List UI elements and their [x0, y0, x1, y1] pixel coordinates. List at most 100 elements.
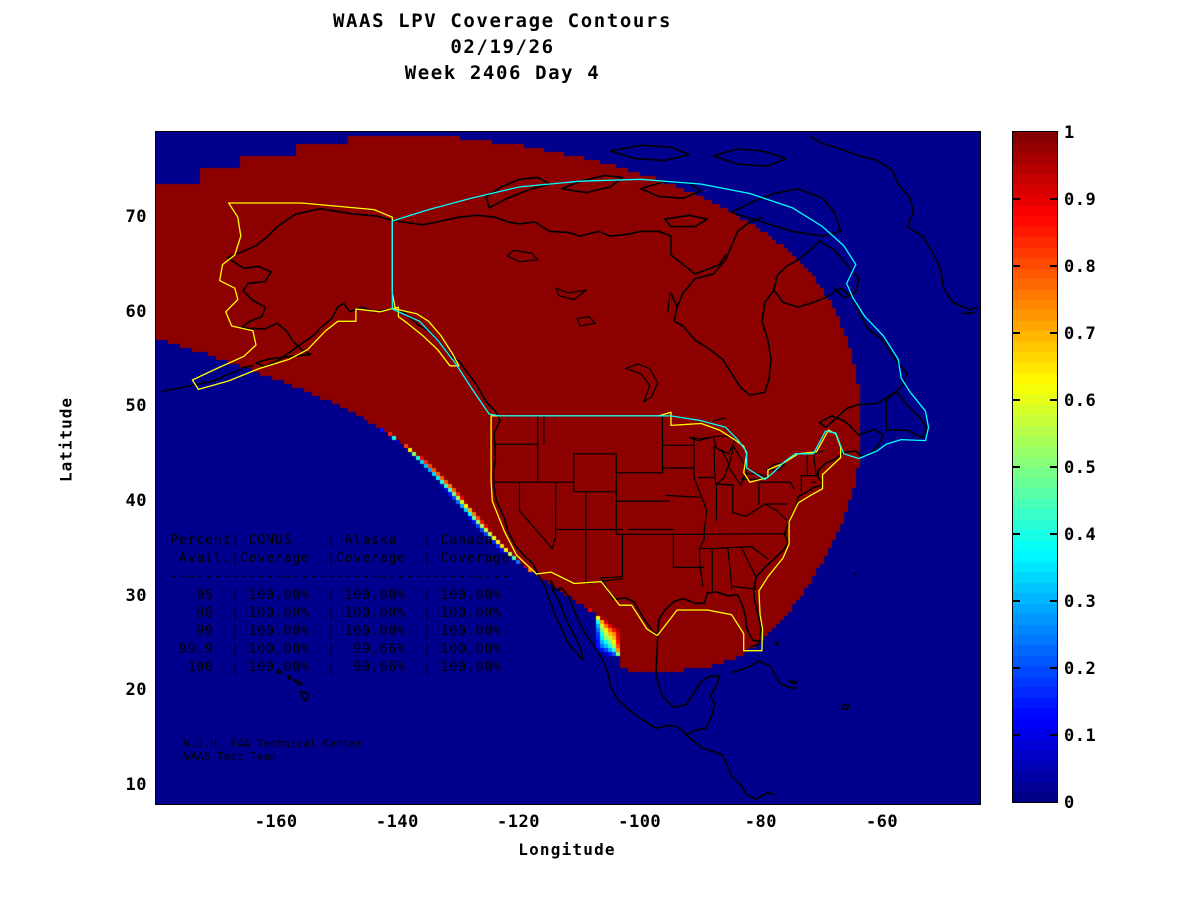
stats-header-2: Avail.|Coverage |Coverage | Coverage [170, 550, 511, 567]
state-boundary [789, 481, 795, 490]
colorbar-tick-label: 0 [1064, 793, 1075, 813]
island-path [774, 641, 779, 646]
coastline-path [961, 312, 975, 315]
island-path [286, 674, 292, 680]
canada-service-volume-boundary [391, 178, 930, 481]
coastline-path [906, 225, 978, 311]
x-tick-label: -100 [618, 812, 662, 832]
page-title: WAAS LPV Coverage Contours [332, 10, 672, 32]
x-axis-label: Longitude [518, 840, 616, 859]
state-boundary [721, 483, 734, 486]
y-tick-label: 50 [125, 396, 147, 417]
lake-outline [667, 292, 671, 313]
coastline-path [664, 214, 709, 228]
y-tick-label: 10 [125, 775, 147, 796]
lake-outline [688, 435, 736, 455]
lake-outline [712, 417, 727, 422]
coastline-path [609, 144, 690, 162]
coastline-path [391, 214, 727, 275]
state-boundary [665, 494, 701, 498]
lake-outline [576, 316, 596, 327]
lake-outline [555, 287, 587, 301]
state-boundary [693, 436, 699, 488]
coastline-path [241, 365, 254, 369]
colorbar[interactable] [1012, 131, 1058, 803]
coastline-path [536, 571, 687, 736]
coastline-path [712, 148, 787, 167]
coastline-path [773, 240, 909, 421]
x-axis-ticks: -160 -140 -120 -100 -80 -60 [155, 812, 979, 838]
title-block: WAAS LPV Coverage Contours 02/19/26 Week… [0, 8, 1005, 86]
island-path [300, 690, 310, 702]
state-boundary [600, 576, 624, 579]
y-tick-label: 40 [125, 491, 147, 512]
coastline-path [809, 135, 915, 228]
colorbar-labels: 0 0.1 0.2 0.3 0.4 0.5 0.6 0.7 0.8 0.9 1 [1064, 123, 1134, 813]
stats-row: 99.9 | 100.00% | 99.66% | 100.00% [170, 641, 502, 658]
island-path [841, 703, 850, 711]
island-path [292, 678, 298, 683]
stats-separator: --------------------------------------- [170, 568, 511, 585]
colorbar-tick-label: 0.9 [1064, 190, 1097, 210]
state-boundary [732, 511, 747, 517]
colorbar-tick-label: 0.7 [1064, 324, 1097, 344]
colorbar-tick-label: 0.3 [1064, 592, 1097, 612]
state-boundary [551, 528, 587, 550]
state-boundary [697, 486, 708, 531]
state-boundary [731, 585, 757, 590]
lake-outline [625, 363, 659, 403]
title-week-day: Week 2406 Day 4 [404, 62, 601, 84]
y-tick-label: 30 [125, 585, 147, 606]
state-boundary [698, 533, 753, 535]
alaska-service-volume-boundary [191, 202, 460, 391]
coverage-map-plot[interactable]: Percent| CONUS | Alaska | Canada Avail.|… [155, 131, 981, 805]
colorbar-tick-label: 0.2 [1064, 659, 1097, 679]
x-tick-label: -120 [497, 812, 540, 832]
coastline-path [670, 292, 678, 308]
y-tick-label: 60 [125, 301, 147, 322]
x-tick-label: -160 [254, 812, 298, 832]
coastline-path [161, 368, 242, 393]
island-path [296, 681, 303, 686]
coastline-path [673, 216, 775, 396]
coastline-path [600, 577, 659, 636]
coastline-path [655, 633, 721, 736]
y-tick-label: 70 [125, 207, 147, 228]
conus-service-volume-boundary [490, 411, 842, 652]
colorbar-tick-label: 1 [1064, 123, 1075, 143]
colorbar-tick-label: 0.5 [1064, 458, 1097, 478]
lake-outline [713, 445, 730, 486]
coastline-path [750, 641, 761, 648]
lake-outline [740, 473, 769, 480]
stats-row: 95 | 100.00% | 100.00% | 100.00% [170, 586, 502, 603]
y-axis-ticks: 10 20 30 40 50 60 70 [95, 131, 147, 803]
y-tick-label: 20 [125, 680, 147, 701]
y-axis-label: Latitude [56, 396, 76, 483]
stats-row: 99 | 100.00% | 100.00% | 100.00% [170, 623, 502, 640]
colorbar-gradient [1012, 131, 1058, 803]
coastline-path [730, 188, 842, 237]
state-boundary [812, 453, 817, 477]
colorbar-tick-label: 0.1 [1064, 726, 1097, 746]
stats-row: 98 | 100.00% | 100.00% | 100.00% [170, 604, 502, 621]
colorbar-tick-label: 0.8 [1064, 257, 1097, 277]
credit-organization: W.J.H. FAA Technical Center [184, 738, 363, 750]
state-boundary [751, 546, 769, 560]
coastline-path [818, 415, 884, 458]
stats-header-1: Percent| CONUS | Alaska | Canada [170, 532, 493, 548]
state-boundary [518, 481, 553, 550]
x-tick-label: -140 [375, 812, 419, 832]
coverage-stats-table: Percent| CONUS | Alaska | Canada Avail.|… [170, 531, 510, 677]
lake-outline [506, 249, 539, 263]
coastline-path [688, 736, 775, 801]
credit-team: WAAS Test Team [184, 751, 277, 763]
island-path [788, 680, 798, 685]
colorbar-tick-label: 0.4 [1064, 525, 1097, 545]
x-tick-label: -80 [744, 812, 777, 832]
coastline-path [458, 360, 501, 422]
title-date: 02/19/26 [450, 36, 555, 58]
coastline-path [226, 257, 394, 368]
island-path [853, 572, 856, 575]
coastline-path [731, 660, 798, 690]
stats-row: 100 | 100.00% | 99.66% | 100.00% [170, 659, 502, 676]
